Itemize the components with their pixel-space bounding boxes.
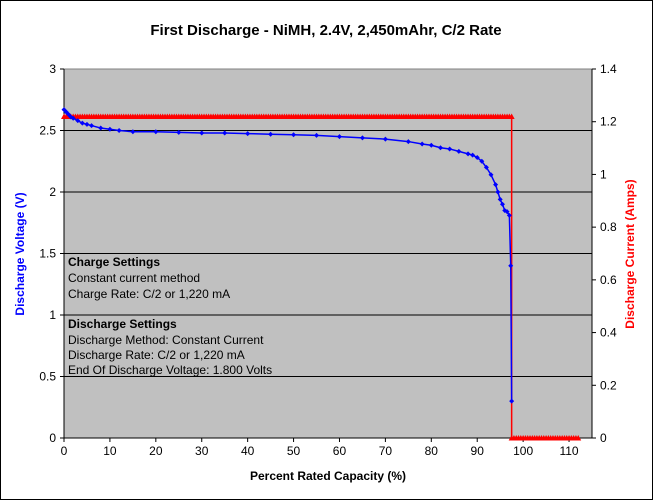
voltage-point-9 (98, 125, 104, 131)
voltage-point-11 (116, 128, 122, 133)
x-tick-label-3: 30 (195, 444, 209, 458)
voltage-point-7 (84, 121, 90, 127)
x-tick-label-10: 100 (513, 444, 533, 458)
settings-annotation: Charge Settings Constant current method … (68, 255, 272, 377)
y-axis-label-left: Discharge Voltage (V) (13, 192, 27, 315)
voltage-point-31 (470, 152, 476, 158)
voltage-point-33 (479, 158, 485, 164)
x-tick-label-7: 70 (379, 444, 393, 458)
charge-settings-heading: Charge Settings (68, 255, 160, 269)
charge-settings-line-1: Constant current method (68, 271, 200, 285)
voltage-point-10 (107, 126, 113, 132)
charge-settings-line-2: Charge Rate: C/2 or 1,220 mA (68, 287, 230, 301)
voltage-point-44 (509, 398, 515, 404)
discharge-settings-line-1: Discharge Method: Constant Current (68, 333, 264, 347)
voltage-point-21 (336, 134, 342, 140)
x-axis-label: Percent Rated Capacity (%) (250, 469, 406, 483)
voltage-point-34 (483, 164, 489, 170)
left-tick-label-6: 3 (49, 62, 56, 76)
series-discharge-current (61, 113, 582, 441)
voltage-point-6 (79, 120, 85, 126)
voltage-point-24 (405, 139, 411, 145)
current-point-225 (575, 435, 582, 441)
right-tick-label-3: 0.6 (600, 273, 617, 287)
x-tick-label-11: 110 (559, 444, 578, 458)
x-tick-label-8: 80 (425, 444, 439, 458)
left-axis-ticks: 0 0.5 1 1.5 2 2.5 3 (39, 62, 64, 445)
left-tick-label-5: 2.5 (39, 124, 56, 138)
current-point-195 (508, 113, 515, 119)
voltage-point-16 (222, 130, 228, 136)
x-tick-label-6: 60 (333, 444, 347, 458)
discharge-settings-line-3: End Of Discharge Voltage: 1.800 Volts (68, 363, 272, 377)
right-axis-ticks: 0 0.2 0.4 0.6 0.8 1 1.2 1.4 (592, 62, 617, 445)
x-tick-label-2: 20 (149, 444, 163, 458)
gridlines (64, 130, 592, 377)
voltage-point-26 (428, 142, 434, 148)
x-tick-label-0: 0 (61, 444, 68, 458)
voltage-point-12 (130, 129, 136, 135)
y-axis-label-right: Discharge Current (Amps) (623, 179, 637, 328)
voltage-point-14 (176, 129, 182, 135)
voltage-point-25 (419, 141, 425, 147)
voltage-point-15 (199, 130, 205, 136)
right-tick-label-7: 1.4 (600, 62, 617, 76)
voltage-point-13 (153, 129, 159, 135)
voltage-point-8 (89, 123, 95, 129)
left-tick-label-1: 0.5 (39, 370, 56, 384)
voltage-point-35 (488, 172, 494, 178)
voltage-point-32 (474, 155, 480, 161)
right-tick-label-4: 0.8 (600, 220, 617, 234)
series-discharge-voltage (61, 107, 515, 404)
left-tick-label-0: 0 (49, 431, 56, 445)
left-tick-label-3: 1.5 (39, 247, 56, 261)
voltage-point-19 (291, 132, 297, 138)
voltage-point-41 (504, 209, 510, 215)
voltage-point-28 (447, 146, 453, 152)
discharge-settings-heading: Discharge Settings (68, 317, 177, 331)
discharge-settings-line-2: Discharge Rate: C/2 or 1,220 mA (68, 348, 245, 362)
chart-title: First Discharge - NiMH, 2.4V, 2,450mAhr,… (150, 22, 501, 39)
right-tick-label-2: 0.4 (600, 326, 617, 340)
voltage-point-18 (268, 131, 274, 137)
voltage-point-30 (465, 151, 471, 157)
voltage-point-38 (497, 196, 503, 202)
right-tick-label-5: 1 (600, 167, 607, 181)
voltage-point-20 (314, 132, 320, 138)
voltage-point-22 (359, 135, 365, 141)
voltage-point-43 (508, 263, 514, 269)
voltage-point-23 (382, 136, 388, 142)
voltage-point-39 (499, 201, 505, 207)
x-axis-ticks: 0 10 20 30 40 50 60 70 80 90 100 110 (61, 438, 579, 458)
voltage-point-29 (456, 148, 462, 154)
right-tick-label-0: 0 (600, 431, 607, 445)
voltage-point-4 (70, 115, 76, 121)
left-tick-label-4: 2 (49, 185, 56, 199)
x-tick-label-1: 10 (103, 444, 117, 458)
voltage-point-36 (493, 182, 499, 188)
right-tick-label-1: 0.2 (600, 378, 617, 392)
voltage-point-37 (495, 189, 501, 195)
voltage-point-17 (245, 131, 251, 137)
voltage-point-42 (506, 212, 512, 218)
x-tick-label-4: 40 (241, 444, 255, 458)
left-tick-label-2: 1 (49, 308, 56, 322)
x-tick-label-9: 90 (471, 444, 485, 458)
right-tick-label-6: 1.2 (600, 115, 617, 129)
voltage-point-5 (75, 118, 81, 124)
x-tick-label-5: 50 (287, 444, 301, 458)
voltage-point-27 (437, 145, 443, 151)
